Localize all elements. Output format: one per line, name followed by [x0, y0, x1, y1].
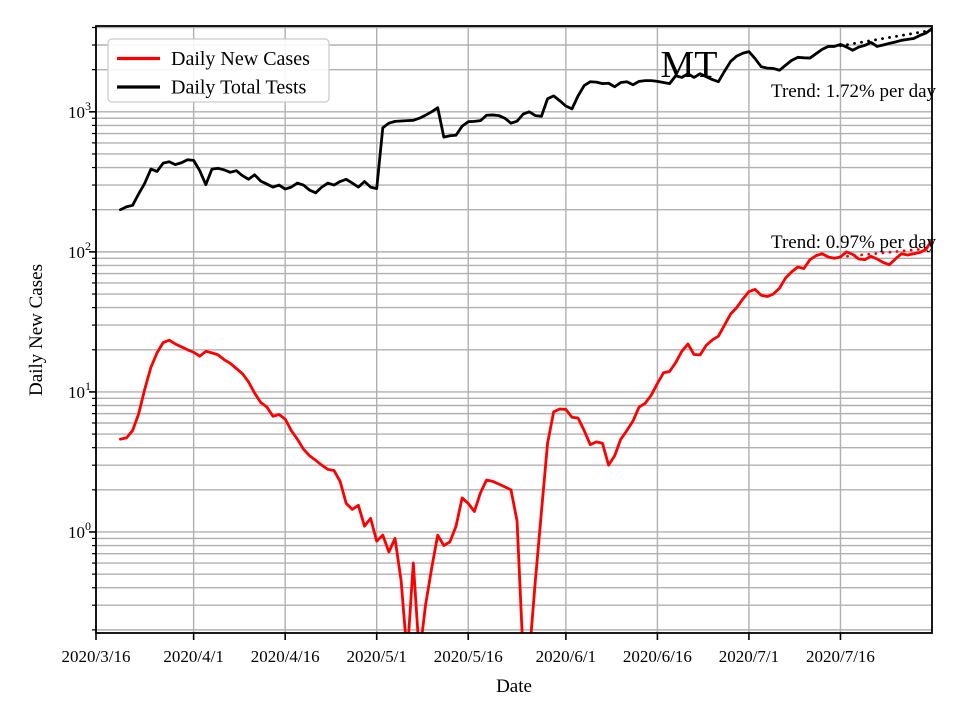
x-tick-label: 2020/6/1 — [536, 647, 596, 666]
x-tick-label: 2020/4/16 — [251, 647, 320, 666]
y-tick-label: 103 — [68, 99, 91, 122]
trend-line-tests — [839, 28, 932, 48]
x-tick-label: 2020/7/1 — [719, 647, 779, 666]
x-tick-label: 2020/6/16 — [623, 647, 692, 666]
y-tick-label: 100 — [68, 519, 91, 542]
y-tick-exponent: 0 — [85, 519, 91, 533]
y-tick-label: 102 — [68, 239, 91, 262]
series-layer — [119, 27, 932, 633]
y-tick-exponent: 3 — [85, 99, 91, 113]
y-tick-label: 101 — [68, 379, 91, 402]
y-tick-exponent: 1 — [85, 379, 91, 393]
legend-label-tests: Daily Total Tests — [171, 77, 307, 99]
x-tick-label: 2020/7/16 — [806, 647, 875, 666]
x-tick-label: 2020/3/16 — [62, 647, 131, 666]
trend-annotation-cases: Trend: 0.97% per day — [771, 232, 936, 253]
series-line-daily-total-tests — [119, 27, 932, 212]
series-line-daily-new-cases — [119, 238, 932, 633]
x-tick-label: 2020/4/1 — [163, 647, 223, 666]
chart-title: MT — [661, 44, 718, 86]
trend-annotation-tests: Trend: 1.72% per day — [771, 81, 936, 102]
x-tick-label: 2020/5/1 — [346, 647, 406, 666]
plot-frame — [95, 25, 933, 634]
tick-layer — [89, 26, 842, 640]
x-tick-label: 2020/5/16 — [434, 647, 503, 666]
y-tick-exponent: 2 — [85, 239, 91, 253]
legend: Daily New Cases Daily Total Tests — [107, 38, 330, 103]
trend-layer — [839, 28, 932, 259]
grid-layer — [95, 26, 932, 633]
legend-box — [107, 38, 330, 103]
trend-line-cases — [839, 246, 932, 259]
y-axis-label: Daily New Cases — [26, 264, 47, 396]
x-axis-label: Date — [496, 676, 532, 697]
legend-label-cases: Daily New Cases — [171, 48, 310, 70]
